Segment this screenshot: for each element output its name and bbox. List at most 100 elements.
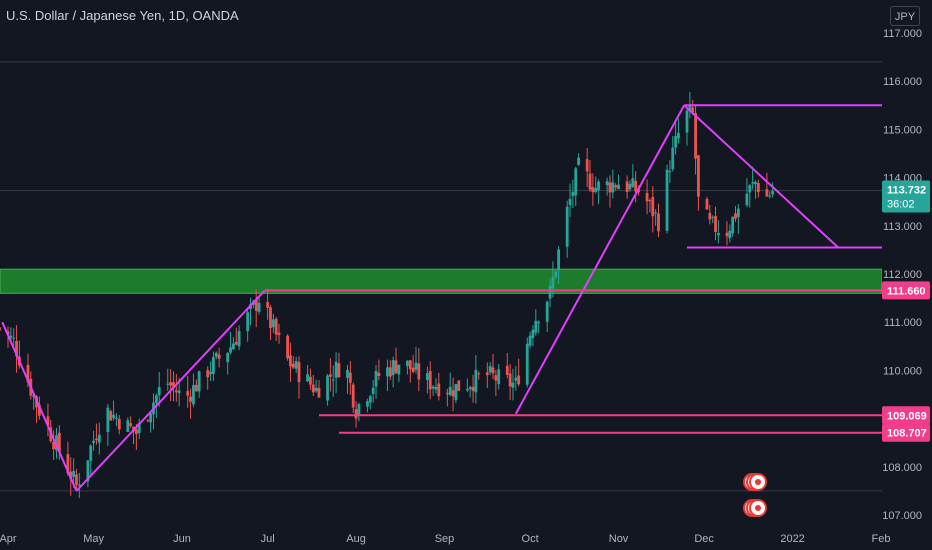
horizontal-guides (0, 61, 882, 492)
candle-body (354, 409, 358, 419)
candle-body (317, 387, 321, 398)
candle-body (15, 341, 18, 357)
candle-body (186, 390, 190, 396)
candle-body (485, 372, 489, 376)
candle-body (691, 107, 695, 113)
candle-body (86, 460, 90, 482)
candle-body (126, 420, 130, 432)
candle-body (465, 388, 469, 391)
candle-body (57, 432, 61, 453)
candle-body (494, 375, 498, 381)
candle-body (557, 249, 561, 271)
candle-body (137, 423, 141, 434)
price-tick-label: 113.000 (883, 221, 922, 233)
candle-body (611, 182, 615, 193)
candle-body (408, 360, 412, 370)
candle-body (371, 387, 375, 394)
candle-body (9, 335, 13, 338)
candle-body (437, 383, 441, 397)
candle-body (212, 357, 215, 374)
time-tick-label: 2022 (780, 533, 804, 545)
candle-body (417, 363, 421, 380)
time-tick-label: Apr (0, 533, 17, 545)
price-label-text: 109.069 (887, 410, 927, 422)
candle-body (157, 387, 161, 396)
candle-body (206, 370, 210, 378)
candle-body (514, 377, 518, 381)
candle-body (66, 454, 70, 474)
price-label-text: 111.660 (887, 285, 926, 297)
candle-body (588, 173, 592, 190)
candle-body (651, 196, 655, 217)
price-tick-label: 111.000 (884, 317, 922, 329)
candle-body (328, 374, 332, 377)
candle-body (368, 396, 372, 403)
candle-body (192, 385, 195, 405)
price-label-box (882, 180, 930, 213)
candle-body (751, 182, 755, 184)
candle-body (728, 230, 732, 239)
candle-body (386, 367, 389, 377)
candle-body (491, 367, 495, 374)
candle-body (154, 395, 158, 404)
time-tick-label: Sep (435, 533, 455, 545)
candle-body (714, 215, 717, 232)
candle-body (26, 365, 30, 383)
candle-body (445, 392, 449, 395)
candle-body (571, 191, 575, 197)
price-tick-label: 117.000 (883, 28, 922, 40)
currency-button[interactable]: JPY (890, 6, 920, 26)
price-axis-bg (882, 0, 932, 550)
candle-body (508, 373, 512, 387)
candle-body (117, 418, 121, 430)
time-tick-label: Oct (522, 533, 539, 545)
time-axis[interactable]: Apr May Jun Jul Aug Sep Oct Nov Dec 2022 Feb (0, 526, 932, 550)
candle-body (109, 411, 113, 421)
candle-body (448, 386, 452, 395)
candle-body (625, 181, 629, 192)
candle-body (631, 178, 635, 187)
candle-body (374, 370, 378, 387)
candle-body (574, 168, 578, 196)
candle-body (688, 105, 692, 112)
candle-body (106, 407, 110, 433)
candle-body (614, 185, 618, 188)
candle-body (617, 184, 620, 190)
price-tick-label: 112.000 (883, 269, 922, 281)
candle-body (75, 474, 78, 485)
candle-body (357, 404, 361, 416)
candle-body (497, 369, 501, 385)
candle-body (231, 343, 235, 350)
candle-body (468, 387, 472, 390)
time-tick-label: Nov (609, 533, 629, 545)
price-labels: 113.732 36:02 111.660 109.069 108.707 (882, 180, 930, 442)
candle-body (457, 380, 461, 391)
candle-body (397, 364, 401, 375)
candle-body (734, 213, 737, 219)
candle-body (0, 327, 1, 331)
event-markers[interactable] (743, 473, 767, 517)
candle-body (271, 319, 275, 328)
candle-body (694, 112, 697, 159)
candle-body (115, 417, 118, 419)
candle-body (311, 384, 315, 393)
candle-body (149, 413, 153, 423)
price-axis[interactable]: 107.000108.000109.000110.000111.000112.0… (882, 0, 932, 550)
candle-body (474, 369, 478, 393)
candle-body (434, 386, 438, 390)
candle-body (129, 423, 133, 426)
drawings[interactable] (1, 104, 882, 492)
candle-body (209, 371, 212, 375)
candle-body (172, 382, 175, 388)
candle-body (597, 181, 600, 191)
candle-body (294, 361, 298, 369)
candle-body (414, 362, 418, 370)
candle-body (548, 285, 552, 299)
price-label-box (882, 406, 930, 425)
trendline (683, 104, 839, 249)
candle-body (488, 366, 492, 373)
candle-body (657, 213, 660, 232)
candle-body (594, 187, 598, 193)
candle-body (771, 191, 775, 195)
